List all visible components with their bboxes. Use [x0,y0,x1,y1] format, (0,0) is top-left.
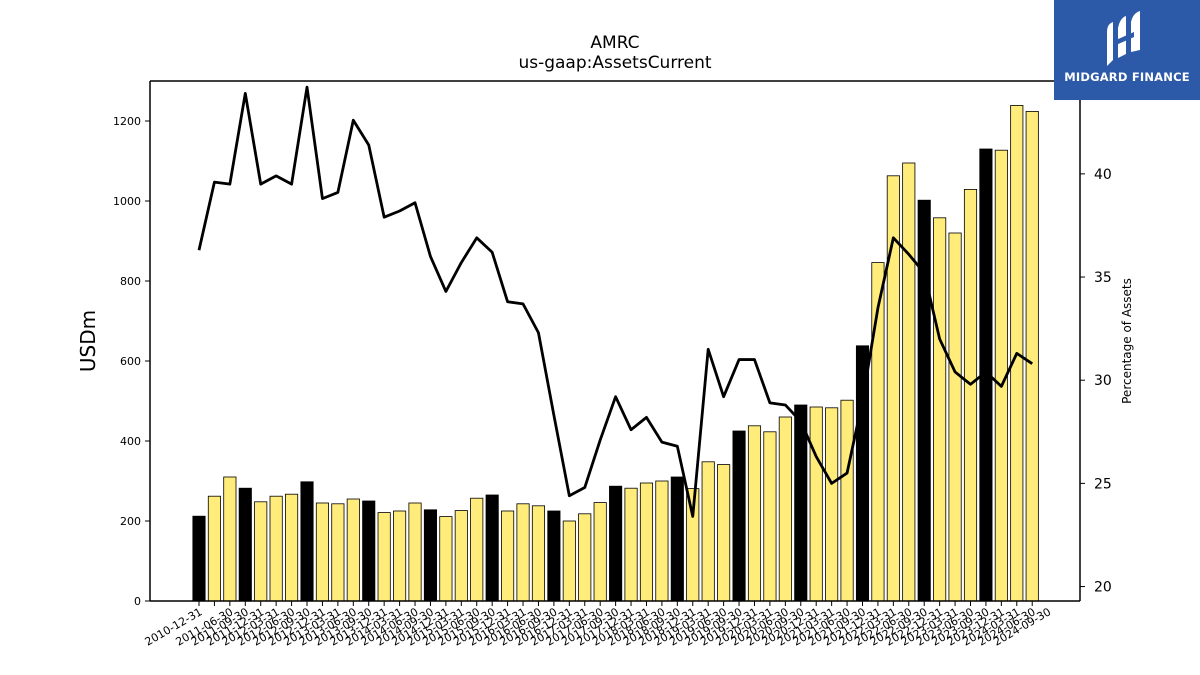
y2-tick-label: 25 [1094,476,1112,492]
bar [840,399,854,602]
y2-tick-label: 30 [1094,373,1112,389]
y-axis-label: USDm [76,310,100,372]
bar [778,416,792,602]
chart-title: AMRC [590,33,639,53]
bar [408,502,422,602]
line-layer [197,85,1033,518]
y-tick-label: 0 [134,595,141,608]
bar [655,480,669,602]
y-tick-label: 1200 [113,115,141,128]
bar [578,513,592,602]
y2-axis-label: Percentage of Assets [1120,278,1134,404]
bar [639,482,654,602]
bar [593,502,607,602]
bar [717,464,731,602]
bar [701,461,715,602]
bar [547,510,561,602]
bar [377,512,391,602]
bar [763,431,777,602]
bar [269,495,283,602]
y-tick-label: 200 [120,515,141,528]
bar [809,406,823,602]
y2-tick-label: 20 [1094,580,1112,596]
bar [423,509,437,602]
bar [855,345,870,602]
bar [1025,111,1039,602]
bar [531,505,546,602]
bar [300,481,314,602]
y-tick-label: 800 [120,275,141,288]
bar [670,476,684,602]
bar [732,430,746,602]
bar [609,485,623,602]
bar [192,515,206,602]
percentage-line [197,85,1033,518]
bar [485,494,499,602]
bar [439,516,453,602]
logo-text: MIDGARD FINANCE [1064,70,1190,84]
y2-tick-label: 35 [1094,270,1112,286]
axes-layer: 02004006008001000120020253035402010-12-3… [113,80,1112,649]
bar [933,217,947,602]
bar [624,487,638,602]
bar [254,501,268,602]
bar [747,425,762,602]
bar [470,497,484,602]
y2-tick-label: 40 [1094,167,1112,183]
bar [825,407,839,602]
y-tick-label: 1000 [113,195,141,208]
bar [238,487,252,602]
bar [346,498,360,602]
chart-subtitle: us-gaap:AssetsCurrent [518,53,711,73]
bar [454,510,468,602]
bar [285,493,299,602]
midgard-logo-icon [1107,11,1140,66]
bar [948,232,962,602]
bar [902,162,916,602]
bar [362,500,376,602]
midgard-finance-logo: MIDGARD FINANCE [1054,0,1200,100]
bar [315,502,329,602]
y-tick-label: 600 [120,355,141,368]
bar [562,520,576,602]
y-tick-label: 400 [120,435,141,448]
bar [963,188,978,602]
bar [516,503,530,602]
bar [393,510,407,602]
bar [331,503,345,602]
bar [501,510,515,602]
bar [207,495,221,602]
bar [917,199,931,602]
bar [223,476,237,602]
